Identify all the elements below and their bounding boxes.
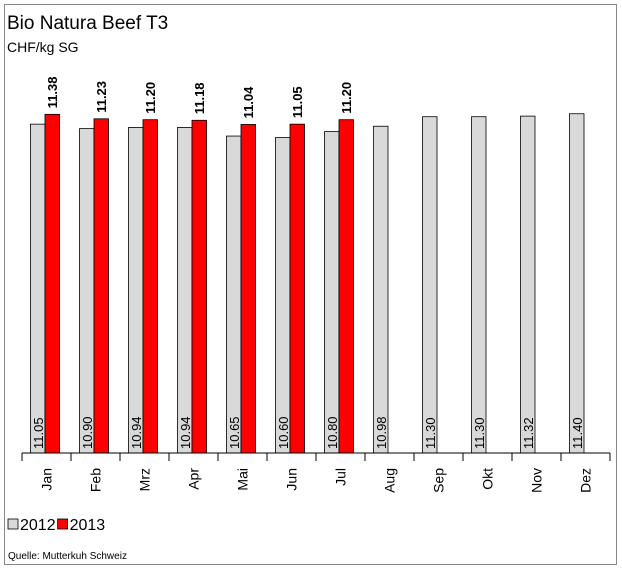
bar — [569, 113, 585, 454]
legend-label: 2013 — [70, 517, 106, 534]
chart-subtitle: CHF/kg SG — [7, 39, 79, 55]
value-label: 11.20 — [339, 82, 354, 114]
value-label: 10.65 — [227, 416, 242, 449]
bar — [422, 116, 438, 454]
value-label: 10.98 — [374, 416, 389, 449]
chart-title: Bio Natura Beef T3 — [7, 13, 168, 34]
x-tick-label: Aug — [382, 468, 398, 493]
value-label: 11.38 — [45, 77, 60, 109]
value-label: 11.04 — [241, 86, 256, 119]
bar — [191, 119, 207, 454]
value-label: 11.05 — [31, 417, 46, 449]
x-tick-label: Apr — [186, 468, 202, 490]
value-label: 11.18 — [192, 82, 207, 114]
bar — [338, 119, 354, 454]
bar — [240, 124, 256, 454]
x-tick-label: Feb — [88, 468, 104, 492]
value-label: 11.30 — [472, 417, 487, 449]
value-label: 11.40 — [570, 417, 585, 449]
bar — [128, 127, 144, 454]
value-label: 11.20 — [143, 82, 158, 114]
x-tick-label: Dez — [578, 468, 594, 493]
x-tick-label: Jan — [39, 468, 55, 491]
value-label: 10.90 — [80, 416, 95, 449]
bar — [275, 137, 291, 454]
value-label: 11.32 — [521, 417, 536, 449]
x-tick-label: Mai — [235, 468, 251, 491]
bar — [142, 119, 158, 454]
bar — [79, 128, 95, 454]
bar — [471, 116, 487, 454]
x-tick-label: Sep — [431, 468, 447, 493]
value-label: 10.94 — [129, 416, 144, 449]
value-label: 10.80 — [325, 416, 340, 449]
source: Quelle: Mutterkuh Schweiz — [8, 551, 127, 562]
legend-label: 2012 — [20, 517, 56, 534]
value-label: 11.23 — [94, 81, 109, 113]
bar — [289, 123, 305, 454]
legend-swatch — [57, 518, 68, 530]
value-label: 11.05 — [290, 86, 305, 118]
legend-swatch — [7, 518, 19, 530]
bar — [44, 113, 60, 454]
bar — [177, 127, 193, 454]
bar — [520, 115, 536, 454]
x-tick-label: Nov — [529, 468, 545, 493]
value-label: 11.30 — [423, 417, 438, 449]
bar — [93, 118, 109, 454]
bar — [373, 125, 389, 454]
bar — [226, 135, 242, 454]
x-tick-label: Jul — [333, 468, 349, 486]
bar — [30, 123, 46, 454]
bar — [324, 131, 340, 454]
x-tick-label: Jun — [284, 468, 300, 491]
x-tick-label: Okt — [480, 468, 496, 490]
x-tick-label: Mrz — [137, 468, 153, 491]
value-label: 10.60 — [276, 416, 291, 449]
value-label: 10.94 — [178, 416, 193, 449]
